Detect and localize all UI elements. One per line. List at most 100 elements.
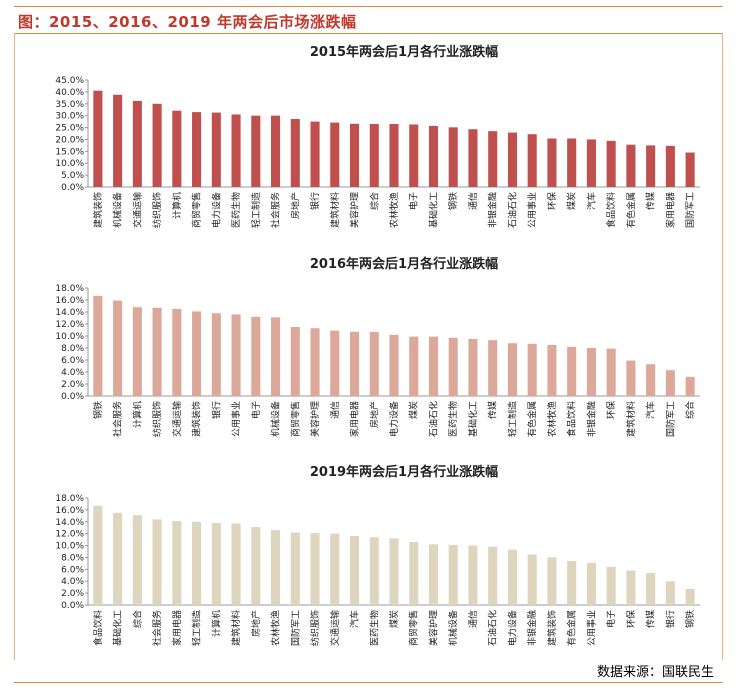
- bar: [527, 343, 537, 396]
- category-label: 食品饮料: [92, 610, 104, 646]
- bar: [606, 140, 616, 187]
- category-label: 医药生物: [368, 610, 380, 646]
- category-label: 社会服务: [270, 192, 282, 228]
- category-label: 公用事业: [526, 192, 538, 228]
- bar: [192, 521, 202, 605]
- category-label: 机械设备: [447, 610, 459, 646]
- chart-0: 2015年两会后1月各行业涨跌幅 0.0% 5.0% 10.0% 15.0% 20.0%2…: [55, 44, 700, 228]
- bar: [152, 103, 162, 187]
- category-label: 通信: [467, 192, 479, 210]
- category-label: 国防军工: [289, 610, 301, 646]
- category-label: 煤炭: [408, 401, 420, 419]
- y-tick-label: 35.0%: [55, 100, 84, 110]
- bar: [409, 336, 419, 396]
- y-tick-label: 40.0%: [55, 88, 84, 98]
- category-label: 银行: [309, 192, 321, 210]
- category-label: 钢铁: [447, 192, 459, 210]
- bar: [113, 94, 123, 187]
- y-tick-label: 16.0%: [55, 506, 84, 516]
- category-label: 食品饮料: [566, 401, 578, 437]
- category-label: 石油石化: [427, 401, 439, 437]
- bar: [231, 523, 241, 605]
- bar: [448, 337, 458, 396]
- category-label: 房地产: [289, 192, 301, 219]
- category-label: 社会服务: [151, 610, 163, 646]
- category-label: 纺织服饰: [151, 401, 163, 437]
- bar: [547, 557, 557, 605]
- bar: [152, 519, 162, 605]
- bar: [152, 307, 162, 396]
- bar: [665, 581, 675, 605]
- bar: [646, 364, 656, 396]
- category-label: 轻工制造: [506, 401, 518, 437]
- bar: [310, 328, 320, 396]
- bar: [389, 538, 399, 605]
- bar: [330, 122, 340, 187]
- category-label: 机械设备: [112, 192, 124, 228]
- chart-title: 2019年两会后1月各行业涨跌幅: [310, 464, 498, 480]
- category-label: 国防军工: [664, 401, 676, 437]
- category-label: 农林牧渔: [270, 610, 282, 646]
- category-label: 传媒: [645, 610, 657, 628]
- bar: [586, 562, 596, 605]
- category-label: 基础化工: [112, 610, 124, 646]
- y-tick-label: 12.0%: [55, 320, 84, 330]
- y-tick-label: 16.0%: [55, 296, 84, 306]
- y-tick-label: 20.0%: [55, 135, 84, 145]
- bar: [172, 309, 182, 396]
- category-label: 农林牧渔: [546, 401, 558, 437]
- category-label: 家用电器: [171, 610, 183, 646]
- category-label: 综合: [131, 610, 143, 628]
- bar: [646, 145, 656, 187]
- category-label: 综合: [684, 401, 696, 419]
- category-label: 银行: [210, 401, 222, 419]
- figure-title: 图：2015、2016、2019 年两会后市场涨跌幅: [18, 13, 357, 31]
- category-label: 有色金属: [566, 610, 578, 646]
- chart-1: 2016年两会后1月各行业涨跌幅 0.0% 2.0% 4.0% 6.0% 8.0% 10.0…: [55, 256, 700, 437]
- category-label: 计算机: [171, 192, 183, 219]
- bar: [93, 90, 103, 187]
- bar: [113, 300, 123, 396]
- bar: [290, 327, 300, 396]
- bar: [428, 125, 439, 187]
- bar: [132, 515, 142, 605]
- category-label: 建筑材料: [625, 401, 637, 437]
- category-label: 建筑材料: [329, 192, 341, 228]
- y-tick-label: 30.0%: [55, 112, 84, 122]
- category-label: 公用事业: [585, 610, 597, 646]
- bar: [251, 527, 261, 605]
- category-label: 美容护理: [309, 401, 321, 437]
- y-tick-label: 5.0%: [61, 171, 84, 181]
- category-label: 非银金融: [526, 610, 538, 646]
- category-label: 通信: [329, 401, 341, 419]
- bar: [211, 313, 221, 396]
- category-label: 社会服务: [112, 401, 124, 437]
- bar: [428, 336, 439, 396]
- bar: [468, 545, 478, 605]
- y-tick-label: 4.0%: [61, 577, 84, 587]
- category-label: 电子: [408, 192, 420, 210]
- bar: [665, 145, 675, 187]
- bar: [271, 317, 281, 396]
- bar: [349, 536, 360, 605]
- y-tick-label: 14.0%: [55, 308, 84, 318]
- bar: [172, 110, 182, 187]
- bar: [527, 134, 537, 187]
- y-tick-label: 45.0%: [55, 76, 84, 86]
- y-tick-label: 14.0%: [55, 518, 84, 528]
- bar: [567, 346, 577, 396]
- category-label: 电子: [250, 401, 262, 419]
- bar: [586, 348, 596, 396]
- y-tick-label: 15.0%: [55, 147, 84, 157]
- bar: [409, 124, 419, 187]
- bar: [231, 114, 241, 187]
- bar: [211, 112, 221, 187]
- bar: [231, 314, 241, 396]
- figure-frame: [14, 33, 723, 660]
- figure-header: 图：2015、2016、2019 年两会后市场涨跌幅: [14, 6, 723, 34]
- category-label: 通信: [467, 610, 479, 628]
- category-label: 建筑装饰: [191, 401, 203, 437]
- category-label: 交通运输: [329, 610, 341, 646]
- category-label: 汽车: [645, 401, 657, 419]
